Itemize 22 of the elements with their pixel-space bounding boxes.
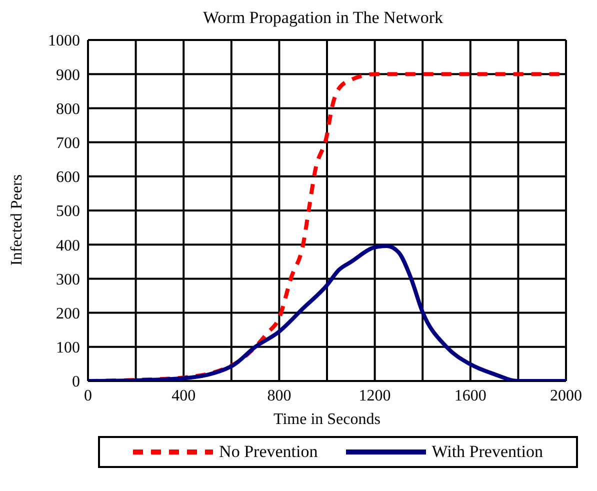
legend-label: No Prevention bbox=[219, 442, 318, 462]
y-tick-label: 700 bbox=[56, 134, 80, 152]
x-tick-label: 0 bbox=[84, 387, 92, 404]
x-tick-label: 800 bbox=[267, 387, 292, 404]
y-tick-label: 800 bbox=[56, 100, 80, 118]
y-tick-label: 500 bbox=[56, 203, 80, 220]
x-tick-label: 1200 bbox=[358, 387, 391, 404]
y-tick-label: 300 bbox=[56, 271, 80, 288]
y-tick-label: 600 bbox=[56, 169, 80, 186]
y-axis-title: Infected Peers bbox=[8, 174, 26, 266]
y-tick-label: 900 bbox=[56, 66, 80, 84]
y-tick-label: 100 bbox=[56, 340, 80, 357]
chart-title: Worm Propagation in The Network bbox=[202, 8, 444, 28]
y-tick-label: 400 bbox=[56, 237, 80, 254]
x-tick-label: 2000 bbox=[550, 387, 582, 404]
y-tick-label: 200 bbox=[56, 305, 80, 322]
legend-label: With Prevention bbox=[432, 442, 543, 462]
y-tick-label: 1000 bbox=[48, 32, 80, 50]
x-tick-label: 1600 bbox=[454, 387, 486, 404]
y-tick-label: 0 bbox=[72, 374, 80, 391]
x-axis-title: Time in Seconds bbox=[274, 411, 380, 428]
x-tick-label: 400 bbox=[172, 387, 196, 404]
